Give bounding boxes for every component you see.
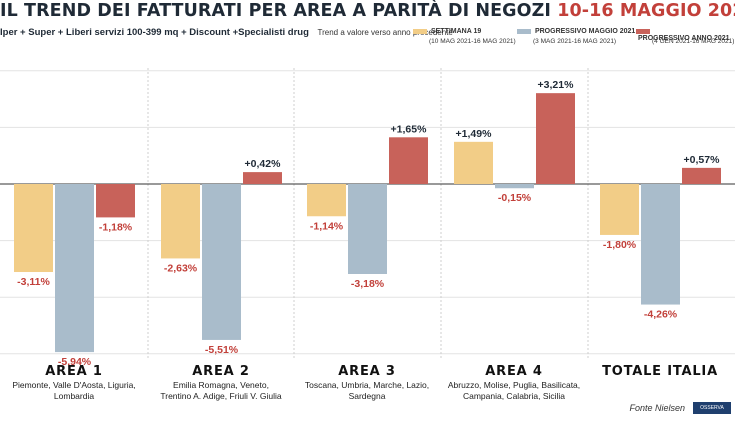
data-label: -3,11% bbox=[17, 276, 50, 288]
bar bbox=[14, 184, 53, 273]
bar bbox=[307, 184, 346, 217]
bar bbox=[495, 184, 534, 189]
legend-sub-week: (10 MAG 2021-16 MAG 2021) bbox=[429, 38, 516, 45]
chart-title: IL TREND DEI FATTURATI PER AREA A PARITÀ… bbox=[0, 1, 735, 21]
category-detail: Toscana, Umbria, Marche, Lazio, bbox=[305, 380, 429, 390]
legend-title-week: SETTIMANA 19 bbox=[430, 28, 482, 35]
category-label: AREA 2 bbox=[192, 364, 249, 379]
subtitle-text: Iper + Super + Liberi servizi 100-399 mq… bbox=[0, 27, 309, 38]
title-dates: 10-16 MAGGIO 2021 bbox=[557, 1, 735, 21]
bar bbox=[348, 184, 387, 274]
brand-logo: OSSERVA ITALIA bbox=[693, 402, 731, 423]
data-label: -1,18% bbox=[99, 221, 133, 233]
legend-swatch-week bbox=[413, 28, 427, 34]
bar bbox=[243, 172, 282, 184]
title-main: IL TREND DEI FATTURATI PER AREA A PARITÀ… bbox=[0, 1, 552, 21]
bar bbox=[536, 93, 575, 184]
legend-item-month: PROGRESSIVO MAGGIO 2021 (3 MAG 2021-16 M… bbox=[517, 28, 636, 45]
data-label: -1,80% bbox=[603, 239, 637, 251]
data-label: -5,94% bbox=[58, 356, 92, 368]
source-note: Fonte Nielsen bbox=[629, 403, 685, 413]
data-label: +1,65% bbox=[391, 123, 428, 135]
bar bbox=[682, 167, 721, 184]
bar bbox=[96, 184, 135, 218]
legend-title-year: PROGRESSIVO ANNO 2021 bbox=[638, 35, 730, 42]
data-label: +0,57% bbox=[684, 154, 721, 166]
data-label: -3,18% bbox=[351, 278, 385, 290]
legend-item-year: PROGRESSIVO ANNO 2021 (4 GEN 2021-16 MAG… bbox=[636, 28, 735, 45]
legend-sub-month: (3 MAG 2021-16 MAG 2021) bbox=[533, 38, 617, 45]
category-detail: Sardegna bbox=[349, 391, 386, 401]
bar bbox=[202, 184, 241, 340]
category-detail: Emilia Romagna, Veneto, bbox=[173, 380, 269, 390]
bar bbox=[161, 184, 200, 259]
category-detail: Abruzzo, Molise, Puglia, Basilicata, bbox=[448, 380, 580, 390]
bar bbox=[55, 184, 94, 353]
data-label: -5,51% bbox=[205, 344, 239, 356]
data-label: -4,26% bbox=[644, 309, 678, 321]
data-label: +0,42% bbox=[245, 158, 282, 170]
legend-swatch-month bbox=[517, 28, 531, 34]
category-label: AREA 3 bbox=[338, 364, 395, 379]
category-detail: Campania, Calabria, Sicilia bbox=[463, 391, 565, 401]
category-label: TOTALE ITALIA bbox=[602, 364, 718, 379]
data-label: +1,49% bbox=[456, 128, 493, 140]
category-detail: Lombardia bbox=[54, 391, 94, 401]
data-label: -1,14% bbox=[310, 220, 344, 232]
bar bbox=[454, 141, 493, 184]
legend-sub-year: (4 GEN 2021-16 MAG 2021) bbox=[652, 38, 735, 45]
data-label: -2,63% bbox=[164, 262, 198, 274]
legend-item-week: SETTIMANA 19 (10 MAG 2021-16 MAG 2021) bbox=[413, 28, 516, 45]
bar bbox=[389, 137, 428, 184]
chart-subtitle: Iper + Super + Liberi servizi 100-399 mq… bbox=[0, 27, 453, 38]
category-label: AREA 4 bbox=[485, 364, 542, 379]
data-label: +3,21% bbox=[538, 79, 575, 91]
category-detail: Trentino A. Adige, Friuli V. Giulia bbox=[160, 391, 282, 401]
bar bbox=[641, 184, 680, 305]
data-label: -0,15% bbox=[498, 192, 532, 204]
category-label: AREA 1 bbox=[45, 364, 102, 379]
bar-chart: -3,11% -2,63% -1,14% +1,49% -1,80% -5,94% -5,5… bbox=[0, 68, 735, 401]
subtitle-note: Trend a valore verso anno precedente bbox=[317, 28, 453, 37]
legend-title-month: PROGRESSIVO MAGGIO 2021 bbox=[534, 28, 636, 35]
category-detail: Piemonte, Valle D'Aosta, Liguria, bbox=[12, 380, 135, 390]
legend-swatch-year bbox=[636, 28, 650, 34]
bar bbox=[600, 184, 639, 235]
